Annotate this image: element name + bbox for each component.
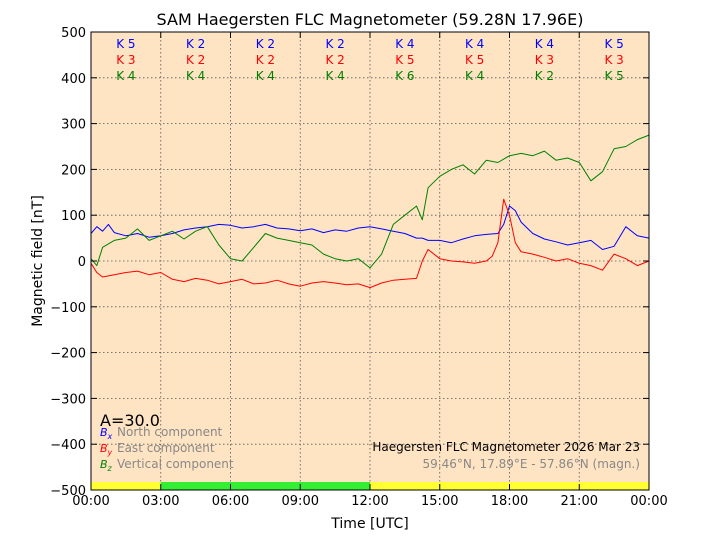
legend-vertical-label: Vertical component [117, 457, 234, 471]
legend-north: Bx North component [100, 425, 223, 441]
k-index-label: K 5 [604, 69, 623, 83]
k-index-label: K 5 [604, 37, 623, 51]
k-index-label: K 2 [325, 53, 344, 67]
y-axis-label: Magnetic field [nT] [30, 195, 46, 327]
legend-east-sub: y [107, 448, 113, 457]
x-tick-label: 03:00 [142, 494, 179, 509]
y-tick-label: 0 [78, 255, 86, 270]
y-tick-label: 300 [61, 118, 86, 133]
svg-text:Bz: Bz [100, 458, 113, 473]
legend-north-label: North component [117, 425, 223, 439]
k-index-label: K 5 [395, 53, 414, 67]
x-tick-label: 12:00 [351, 494, 388, 509]
daylight-segment-1 [160, 482, 370, 490]
activity-index-label: A=30.0 [100, 411, 160, 430]
x-tick-label: 09:00 [282, 494, 319, 509]
series-line-vertical [90, 134, 650, 269]
station-info: Haegersten FLC Magnetometer 2026 Mar 23 [372, 440, 640, 454]
chart-title: SAM Haegersten FLC Magnetometer (59.28N … [157, 10, 584, 29]
y-tick-label: 200 [61, 163, 86, 178]
k-index-label: K 2 [186, 37, 205, 51]
y-tick-label: −100 [50, 301, 86, 316]
y-tick-label: −300 [50, 392, 86, 407]
legend-east-symbol: B [100, 442, 108, 455]
legend-north-symbol: B [100, 426, 108, 439]
axis-ticks: 00:00 03:00 06:00 09:00 12:00 15:00 18:00 21:00… [50, 26, 667, 509]
x-tick-label: 15:00 [421, 494, 458, 509]
k-index-label: K 4 [465, 69, 484, 83]
x-tick-label: 18:00 [491, 494, 528, 509]
k-index-label: K 5 [465, 53, 484, 67]
k-index-label: K 2 [256, 37, 275, 51]
y-tick-label: −200 [50, 347, 86, 362]
k-index-label: K 4 [116, 69, 135, 83]
k-index-label: K 4 [395, 37, 414, 51]
k-index-label: K 3 [535, 53, 554, 67]
y-tick-label: −500 [50, 484, 86, 499]
k-index-label: K 2 [256, 53, 275, 67]
legend-vertical-sub: z [107, 464, 113, 473]
k-index-label: K 5 [116, 37, 135, 51]
y-tick-label: −400 [50, 438, 86, 453]
legend-east: By East component [100, 441, 215, 457]
series-lines [90, 134, 650, 289]
daylight-segment-0 [91, 482, 161, 490]
legend: Bx North component By East component Bz … [100, 425, 234, 473]
y-tick-label: 100 [61, 209, 86, 224]
legend-east-label: East component [117, 441, 215, 455]
y-tick-label: 500 [61, 26, 86, 41]
k-index-label: K 4 [535, 37, 554, 51]
svg-text:By: By [100, 442, 113, 457]
k-index-label: K 4 [186, 69, 205, 83]
x-tick-label: 00:00 [630, 494, 667, 509]
legend-vertical-symbol: B [100, 458, 108, 471]
x-tick-label: 00:00 [72, 494, 109, 509]
k-index-label: K 4 [325, 69, 344, 83]
k-index-label: K 6 [395, 69, 414, 83]
k-index-label: K 4 [465, 37, 484, 51]
k-index-label: K 3 [116, 53, 135, 67]
k-index-label: K 3 [604, 53, 623, 67]
coordinates-info: 59.46°N, 17.89°E - 57.86°N (magn.) [423, 457, 640, 471]
x-axis-label: Time [UTC] [330, 516, 408, 532]
k-index-label: K 2 [325, 37, 344, 51]
k-index-label: K 4 [256, 69, 275, 83]
k-index-label: K 2 [535, 69, 554, 83]
y-tick-label: 400 [61, 72, 86, 87]
x-tick-label: 06:00 [212, 494, 249, 509]
series-line-east [90, 198, 650, 289]
series-line-north [90, 205, 650, 250]
k-index-labels: K 5 K 2 K 2 K 2 K 4 K 4 K 4 K 5 K 3 K 2 K 2 K 2 K 5 K… [116, 37, 624, 83]
x-tick-label: 21:00 [561, 494, 598, 509]
legend-vertical: Bz Vertical component [100, 457, 234, 473]
svg-text:Bx: Bx [100, 426, 113, 441]
legend-north-sub: x [107, 432, 113, 441]
k-index-label: K 2 [186, 53, 205, 67]
